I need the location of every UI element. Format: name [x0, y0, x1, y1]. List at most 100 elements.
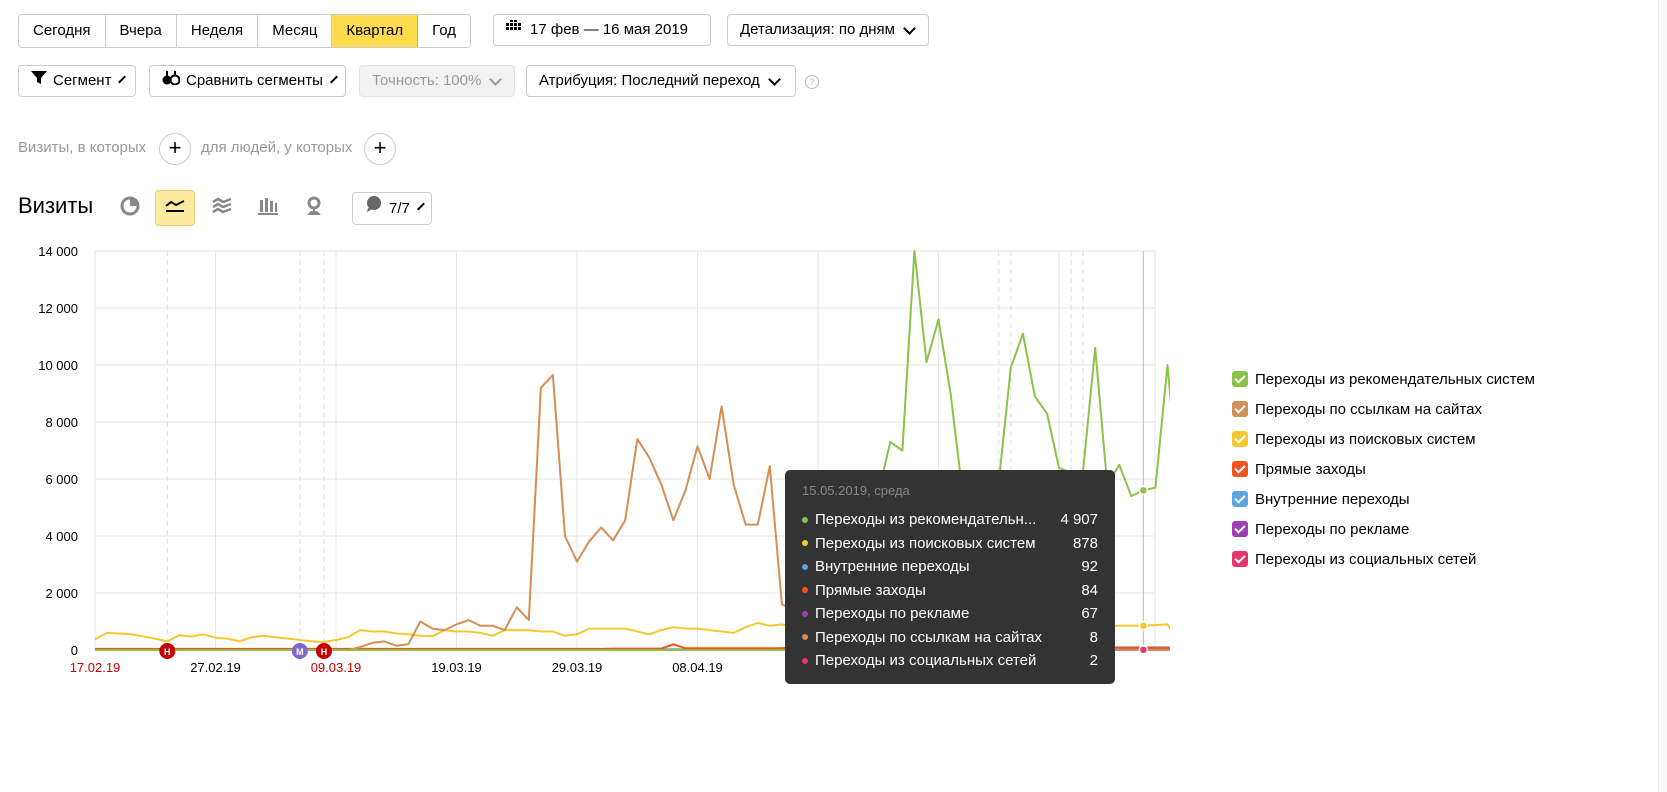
comment-icon [365, 193, 383, 225]
hover-point [1138, 621, 1149, 631]
tooltip-row: Прямые заходы 84 [802, 579, 1098, 603]
tooltip-row: Переходы из социальных сетей 2 [802, 649, 1098, 673]
x-tick-label: 27.02.19 [190, 660, 241, 675]
checkbox-icon [1232, 491, 1248, 507]
accuracy-label: Точность: 100% [372, 72, 482, 89]
series-dot [802, 587, 808, 594]
date-range-button[interactable]: 17 фев — 16 мая 2019 [493, 14, 711, 46]
visits-filter-label: Визиты, в которых [18, 139, 147, 156]
note-marker [291, 643, 308, 659]
chart-tooltip: 15.05.2019, среда Переходы из рекомендат… [785, 470, 1115, 684]
tooltip-label: Внутренние переходы [815, 558, 970, 576]
series-dot [802, 634, 808, 641]
help-icon[interactable]: ? [805, 75, 819, 89]
accuracy-dropdown[interactable]: Точность: 100% [359, 65, 515, 97]
notes-dropdown[interactable]: 7/7 [352, 192, 432, 225]
period-year-button[interactable]: Год [418, 15, 471, 47]
x-tick-label: 09.03.19 [311, 660, 362, 675]
legend-item-recommendation[interactable]: Переходы из рекомендательных систем [1232, 364, 1535, 394]
chevron-down-icon [903, 21, 916, 35]
period-month-button[interactable]: Месяц [258, 15, 333, 47]
x-tick-label: 08.04.19 [672, 660, 723, 675]
tooltip-value: 92 [1081, 558, 1098, 576]
calendar-icon [506, 14, 524, 46]
legend-item-links[interactable]: Переходы по ссылкам на сайтах [1232, 394, 1535, 424]
tooltip-row: Переходы из рекомендательн... 4 907 [802, 508, 1098, 532]
map-pin-icon [305, 196, 323, 221]
tooltip-label: Переходы по ссылкам на сайтах [815, 628, 1042, 646]
people-filter-label: для людей, у которых [201, 139, 353, 156]
series-line [95, 250, 1170, 651]
chevron-down-icon [330, 75, 338, 83]
compare-segments-dropdown[interactable]: Сравнить сегменты [149, 65, 346, 97]
line-chart-button[interactable] [155, 190, 195, 226]
chevron-down-icon [489, 72, 503, 86]
legend-item-ads[interactable]: Переходы по рекламе [1232, 514, 1535, 544]
y-tick-label: 12 000 [38, 301, 78, 316]
tooltip-label: Переходы из поисковых систем [815, 534, 1036, 552]
bar-chart-icon [258, 197, 278, 220]
map-button[interactable] [294, 190, 334, 226]
legend-label: Переходы из поисковых систем [1255, 430, 1476, 448]
tooltip-row: Переходы по ссылкам на сайтах 8 [802, 626, 1098, 650]
x-tick-label: 29.03.19 [552, 660, 603, 675]
bar-chart-button[interactable] [248, 190, 288, 226]
period-yesterday-button[interactable]: Вчера [105, 15, 177, 47]
add-people-condition-button[interactable]: + [364, 133, 396, 165]
y-tick-label: 6 000 [45, 472, 78, 487]
y-tick-label: 8 000 [45, 415, 78, 430]
tooltip-label: Прямые заходы [815, 581, 926, 599]
tooltip-row: Переходы по рекламе 67 [802, 602, 1098, 626]
checkbox-icon [1232, 461, 1248, 477]
detail-dropdown[interactable]: Детализация: по дням [727, 14, 929, 46]
checkbox-icon [1232, 521, 1248, 537]
detail-label: Детализация: по дням [740, 21, 895, 38]
y-tick-label: 2 000 [45, 586, 78, 601]
tooltip-row: Внутренние переходы 92 [802, 555, 1098, 579]
add-visit-condition-button[interactable]: + [159, 133, 191, 165]
legend-item-search[interactable]: Переходы из поисковых систем [1232, 424, 1535, 454]
y-tick-label: 10 000 [38, 358, 78, 373]
tooltip-label: Переходы по рекламе [815, 605, 970, 623]
series-dot [802, 516, 808, 523]
chevron-down-icon [767, 72, 781, 86]
period-week-button[interactable]: Неделя [176, 15, 259, 47]
y-tick-label: 14 000 [38, 244, 78, 259]
tooltip-row: Переходы из поисковых систем 878 [802, 532, 1098, 556]
note-marker [159, 643, 176, 659]
tooltip-value: 67 [1081, 605, 1098, 623]
report-title: Визиты [18, 193, 94, 218]
legend-label: Прямые заходы [1255, 460, 1366, 478]
line-chart-icon [165, 198, 185, 219]
hover-point [1138, 485, 1149, 496]
y-tick-label: 4 000 [45, 529, 78, 544]
pie-chart-button[interactable] [110, 190, 150, 226]
legend-item-internal[interactable]: Внутренние переходы [1232, 484, 1535, 514]
attribution-dropdown[interactable]: Атрибуция: Последний переход [526, 65, 796, 97]
chart-legend: Переходы из рекомендательных систем Пере… [1232, 364, 1535, 574]
x-tick-label: 17.02.19 [70, 660, 121, 675]
series-dot [802, 540, 808, 547]
period-today-button[interactable]: Сегодня [19, 15, 106, 47]
scrollbar[interactable] [1658, 0, 1667, 792]
chevron-down-icon [118, 75, 127, 83]
legend-label: Внутренние переходы [1255, 490, 1410, 508]
legend-label: Переходы по ссылкам на сайтах [1255, 400, 1482, 418]
compare-icon [162, 65, 181, 97]
area-chart-button[interactable] [202, 190, 242, 226]
checkbox-icon [1232, 401, 1248, 417]
period-quarter-button[interactable]: Квартал [332, 15, 419, 47]
date-range-label: 17 фев — 16 мая 2019 [530, 21, 689, 38]
segment-dropdown[interactable]: Сегмент [18, 65, 136, 97]
compare-label: Сравнить сегменты [186, 72, 323, 89]
legend-item-social[interactable]: Переходы из социальных сетей [1232, 544, 1535, 574]
funnel-icon [31, 65, 47, 97]
tooltip-date: 15.05.2019, среда [802, 483, 910, 498]
tooltip-value: 8 [1089, 628, 1098, 646]
period-selector: Сегодня Вчера Неделя Месяц Квартал Год [18, 14, 472, 48]
chevron-down-icon [416, 202, 425, 211]
attribution-label: Атрибуция: Последний переход [539, 72, 760, 89]
tooltip-value: 4 907 [1060, 511, 1098, 529]
segment-label: Сегмент [53, 72, 112, 89]
legend-item-direct[interactable]: Прямые заходы [1232, 454, 1535, 484]
